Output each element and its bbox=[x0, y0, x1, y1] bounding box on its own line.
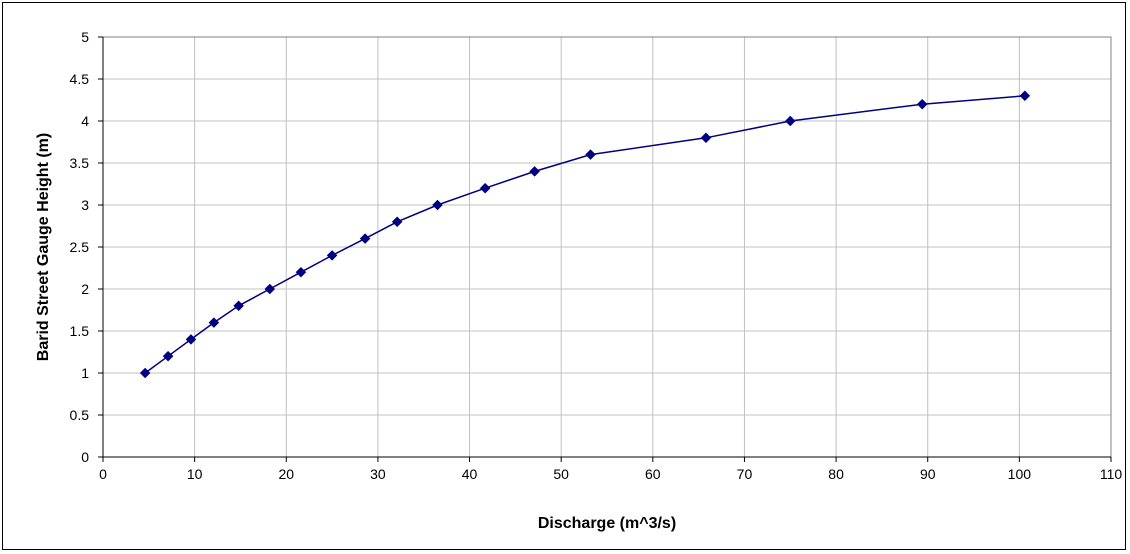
x-tick-label: 0 bbox=[99, 466, 107, 482]
data-point-marker bbox=[1019, 90, 1031, 102]
x-tick-label: 60 bbox=[645, 466, 661, 482]
data-point-marker bbox=[784, 115, 796, 127]
data-point-marker bbox=[479, 182, 491, 194]
x-tick-label: 40 bbox=[462, 466, 478, 482]
data-point-marker bbox=[700, 132, 712, 144]
y-tick-label: 3.5 bbox=[70, 155, 90, 171]
data-point-marker bbox=[359, 233, 371, 244]
series-layer bbox=[139, 90, 1031, 379]
y-tick-label: 2.5 bbox=[70, 239, 90, 255]
x-tick-label: 90 bbox=[920, 466, 936, 482]
data-point-marker bbox=[295, 266, 307, 278]
y-tick-label: 3 bbox=[81, 197, 89, 213]
x-tick-label: 70 bbox=[737, 466, 753, 482]
data-point-marker bbox=[585, 149, 596, 160]
data-point-marker bbox=[208, 317, 220, 328]
x-tick-label: 100 bbox=[1008, 466, 1032, 482]
gridlines bbox=[103, 37, 1111, 457]
data-point-marker bbox=[162, 350, 174, 362]
x-tick-label: 110 bbox=[1100, 466, 1123, 482]
x-tick-label: 80 bbox=[828, 466, 844, 482]
y-tick-label: 1 bbox=[81, 365, 89, 381]
y-tick-label: 4.5 bbox=[70, 71, 90, 87]
y-tick-label: 5 bbox=[81, 29, 89, 45]
y-tick-label: 4 bbox=[81, 113, 89, 129]
axes bbox=[98, 36, 1112, 462]
data-point-marker bbox=[139, 367, 151, 379]
series-line bbox=[144, 95, 1025, 374]
data-point-marker bbox=[432, 199, 443, 211]
x-tick-label: 10 bbox=[187, 466, 203, 482]
y-tick-label: 1.5 bbox=[70, 323, 90, 339]
y-tick-label: 0 bbox=[81, 449, 89, 465]
data-point-marker bbox=[391, 216, 403, 228]
data-point-marker bbox=[326, 250, 338, 261]
x-tick-label: 20 bbox=[278, 466, 294, 482]
data-point-marker bbox=[529, 166, 540, 177]
x-tick-label: 50 bbox=[553, 466, 569, 482]
y-tick-label: 2 bbox=[81, 281, 89, 297]
data-point-marker bbox=[264, 283, 276, 295]
x-axis-title: Discharge (m^3/s) bbox=[538, 515, 676, 532]
y-axis-title: Barid Street Gauge Height (m) bbox=[35, 133, 52, 361]
data-point-marker bbox=[916, 98, 928, 110]
data-point-marker bbox=[233, 300, 244, 312]
x-tick-label: 30 bbox=[370, 466, 386, 482]
data-point-marker bbox=[185, 334, 197, 345]
y-tick-label: 0.5 bbox=[70, 407, 90, 423]
tick-labels: 0 10 20 30 40 50 60 70 80 90 100 110 0 0.5 1 1.5 2 2.5 3 3.… bbox=[70, 29, 1123, 482]
